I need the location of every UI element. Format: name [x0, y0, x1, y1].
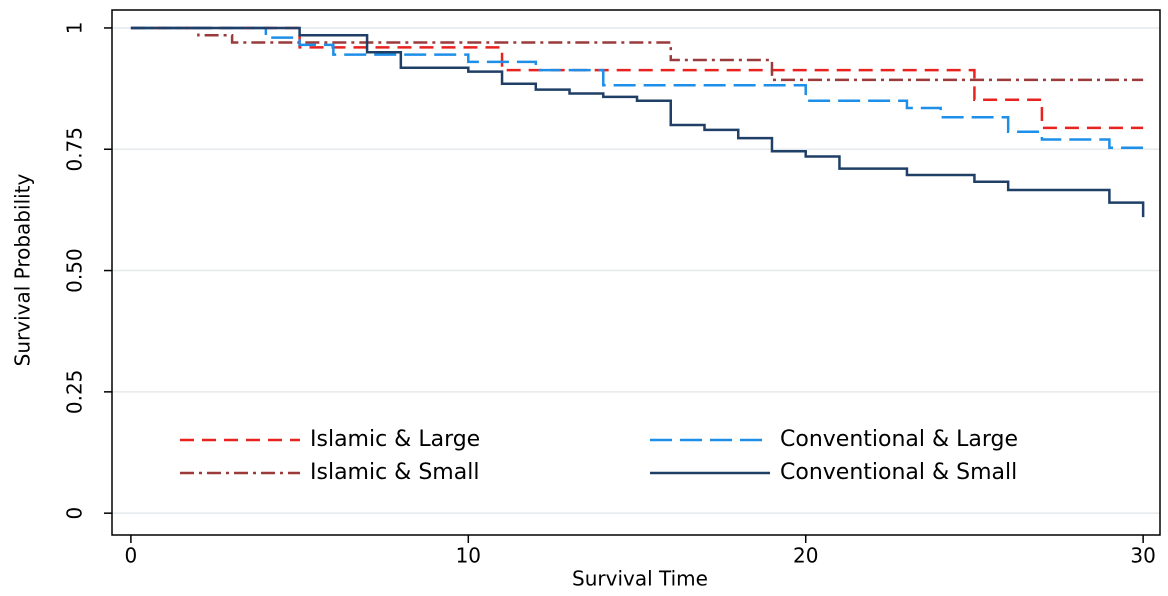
y-tick-label: 1	[63, 22, 87, 35]
y-tick-label: 0	[63, 507, 87, 520]
y-axis-title: Survival Probability	[11, 173, 35, 366]
survival-line	[130, 26, 1145, 218]
survival-line	[130, 26, 1144, 82]
legend-label: Conventional & Small	[780, 460, 1017, 485]
y-tick-label: 0.25	[63, 370, 87, 415]
plot-frame	[111, 9, 1161, 536]
survival-line	[130, 26, 1145, 156]
y-tick-label: 0.50	[63, 248, 87, 293]
legend-label: Conventional & Large	[780, 427, 1018, 452]
x-tick-label: 20	[793, 544, 818, 568]
legend-label: Islamic & Small	[310, 460, 479, 485]
x-tick-label: 30	[1130, 544, 1155, 568]
x-tick-label: 10	[456, 544, 481, 568]
x-axis-title: Survival Time	[572, 567, 708, 591]
y-tick-label: 0.75	[63, 127, 87, 172]
legend-label: Islamic & Large	[310, 427, 480, 452]
x-tick-label: 0	[125, 544, 138, 568]
survival-line	[130, 26, 1144, 130]
